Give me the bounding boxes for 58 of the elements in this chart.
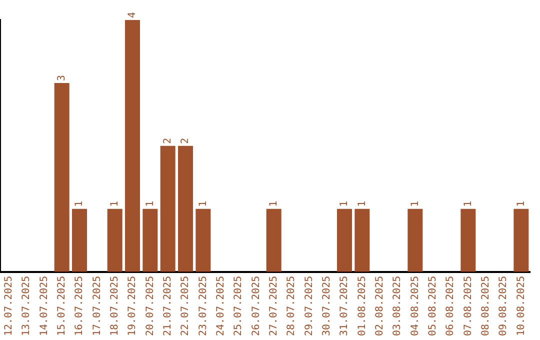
bar [178,146,194,272]
bar [160,146,176,272]
data-label: 2 [162,138,174,144]
data-label: 4 [127,12,138,18]
data-label: 1 [74,200,86,207]
data-label: 1 [144,200,156,207]
x-tick-label: 23.07.2025 [198,276,209,336]
x-tick-label: 31.07.2025 [339,276,350,336]
x-tick-label: 28.07.2025 [286,276,298,336]
x-tick-label: 07.08.2025 [462,276,474,336]
data-label: 1 [356,200,368,207]
x-tick-label: 27.07.2025 [268,276,280,336]
data-label: 1 [268,200,280,207]
data-label: 1 [109,200,120,207]
bar [408,208,423,272]
data-label: 1 [198,200,209,207]
bar [142,208,158,272]
x-tick-label: 29.07.2025 [304,276,315,336]
x-tick-label: 06.08.2025 [445,276,456,336]
x-tick-label: 24.07.2025 [215,276,226,336]
data-label: 3 [56,74,68,81]
x-tick-label: 01.08.2025 [356,276,368,336]
bar [72,208,88,272]
data-label: 2 [180,138,192,144]
x-tick-label: 22.07.2025 [180,276,192,336]
bar [107,208,122,272]
x-tick-label: 18.07.2025 [109,276,120,336]
bar [336,208,352,272]
bar [54,82,70,272]
x-tick-label: 15.07.2025 [56,276,68,336]
bar [354,208,370,272]
x-tick-label: 02.08.2025 [374,276,386,336]
x-tick-label: 09.08.2025 [498,276,510,336]
x-tick-label: 20.07.2025 [144,276,156,336]
bar [266,208,282,272]
bar [460,208,476,272]
bar [514,208,529,272]
x-tick-label: 04.08.2025 [410,276,421,336]
data-label: 1 [462,200,474,207]
x-tick-label: 17.07.2025 [92,276,103,336]
x-tick-label: 03.08.2025 [392,276,404,336]
x-tick-label: 30.07.2025 [321,276,332,336]
data-label: 1 [339,200,350,207]
x-tick-label: 21.07.2025 [162,276,174,336]
x-tick-label: 16.07.2025 [74,276,86,336]
x-tick-label: 26.07.2025 [250,276,262,336]
data-label: 1 [410,200,421,207]
data-label: 1 [516,200,527,207]
x-tick-label: 10.08.2025 [516,276,527,336]
x-tick-label: 19.07.2025 [127,276,138,336]
x-tick-label: 14.07.2025 [38,276,50,336]
x-tick-label: 12.07.2025 [3,276,14,336]
x-tick-label: 05.08.2025 [427,276,438,336]
bar [124,20,140,272]
x-tick-label: 25.07.2025 [233,276,244,336]
bar [196,208,211,272]
x-tick-label: 08.08.2025 [480,276,492,336]
x-tick-label: 13.07.2025 [21,276,32,336]
